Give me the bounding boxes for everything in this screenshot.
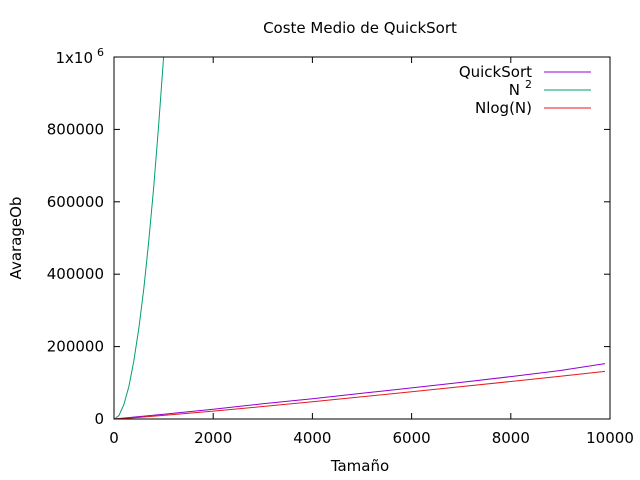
y-axis-label: AvarageOb: [7, 197, 25, 280]
y-axis-top-label: 1x10 6: [55, 46, 104, 67]
x-tick-label: 2000: [194, 429, 232, 447]
y-tick-label: 600000: [47, 193, 104, 211]
legend-item-nlogn: Nlog(N): [475, 99, 591, 117]
y-axis-top-label-exponent: 6: [97, 46, 104, 59]
series-line-quicksort: [114, 363, 606, 420]
legend-label-n-squared-base: N: [509, 81, 520, 99]
series-line-n-squared: [114, 56, 165, 420]
x-tick-label: 8000: [492, 429, 530, 447]
legend-label-n-squared-exponent: 2: [525, 78, 532, 91]
x-tick-label: 4000: [293, 429, 331, 447]
series-layer: [114, 56, 606, 420]
x-axis-ticks: 0 2000 4000 6000 8000 10000: [109, 57, 634, 447]
x-tick-label: 6000: [393, 429, 431, 447]
x-tick-label: 0: [109, 429, 119, 447]
series-line-nlogn: [114, 370, 606, 420]
legend-label-nlogn: Nlog(N): [475, 99, 532, 117]
y-tick-label: 400000: [47, 265, 104, 283]
legend-item-quicksort: QuickSort: [459, 63, 591, 81]
y-axis-top-label-base: 1x10: [55, 49, 93, 67]
y-axis-ticks: 0 200000 400000 600000 800000: [47, 56, 610, 428]
y-tick-label: 800000: [47, 120, 104, 138]
plot-frame: [113, 56, 611, 420]
legend-label-quicksort: QuickSort: [459, 63, 532, 81]
x-axis-label: Tamaño: [330, 457, 389, 475]
chart-title: Coste Medio de QuickSort: [263, 19, 457, 37]
y-tick-label: 0: [94, 410, 104, 428]
y-tick-label: 200000: [47, 338, 104, 356]
x-tick-label: 10000: [586, 429, 634, 447]
